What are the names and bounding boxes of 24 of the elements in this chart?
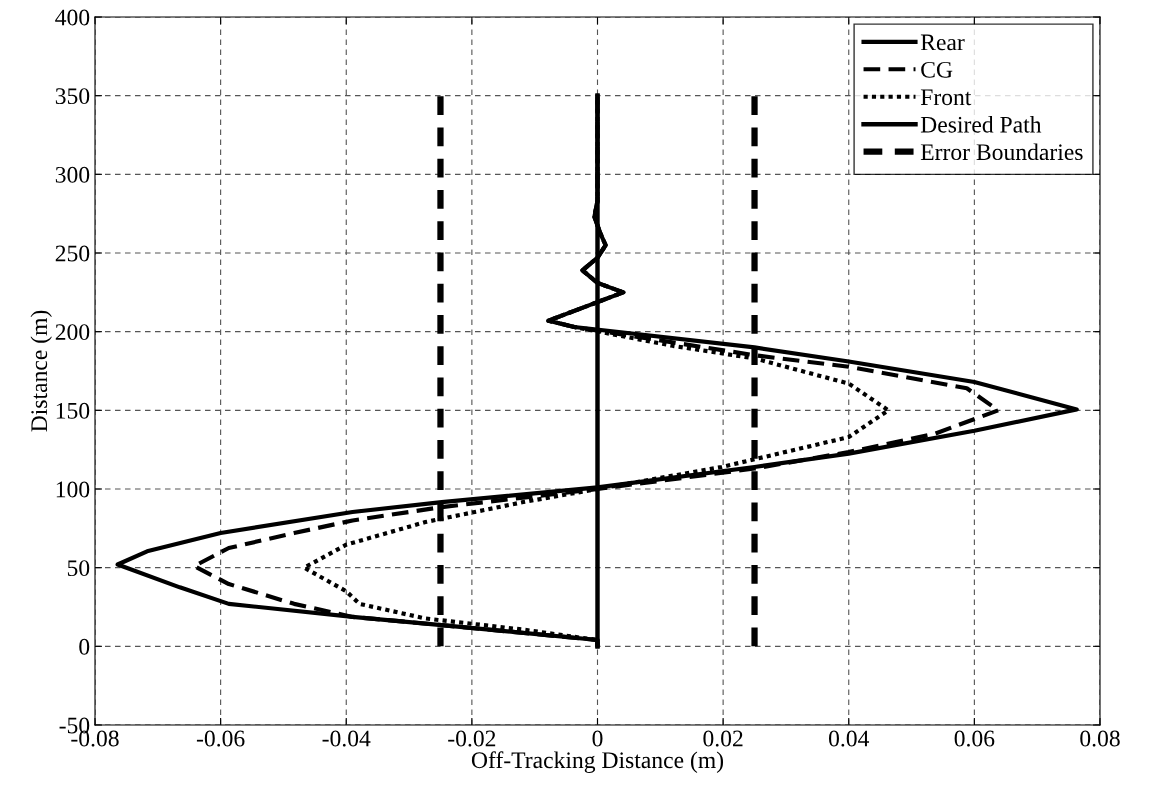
y-tick-label: 0 xyxy=(79,638,90,655)
x-tick-label: 0.06 xyxy=(954,730,995,747)
y-tick-label: 100 xyxy=(56,481,90,498)
y-tick-label: 300 xyxy=(55,166,90,183)
y-tick-label: 400 xyxy=(55,9,90,26)
x-tick-label: -0.02 xyxy=(448,730,496,747)
x-tick-label: 0.08 xyxy=(1080,730,1120,747)
y-tick-label: 350 xyxy=(55,88,90,105)
legend-label: CG xyxy=(921,61,953,78)
legend-label: Desired Path xyxy=(920,116,1042,133)
legend-label: Error Boundaries xyxy=(920,143,1083,161)
x-tick-label: 0.04 xyxy=(828,730,870,747)
x-tick-label: -0.06 xyxy=(196,730,245,747)
y-tick-label: 150 xyxy=(56,402,90,419)
y-tick-label: 200 xyxy=(55,324,90,341)
y-axis-title: Distance (m) xyxy=(30,310,52,432)
x-axis-title: Off-Tracking Distance (m) xyxy=(471,751,724,773)
x-tick-label: -0.04 xyxy=(322,730,371,747)
legend-label: Front xyxy=(920,89,972,106)
x-tick-label: 0 xyxy=(592,730,603,747)
y-tick-label: 50 xyxy=(67,560,90,577)
x-tick-label: 0.02 xyxy=(703,730,743,747)
y-tick-label: 250 xyxy=(55,245,90,262)
legend-label: Rear xyxy=(920,34,965,51)
